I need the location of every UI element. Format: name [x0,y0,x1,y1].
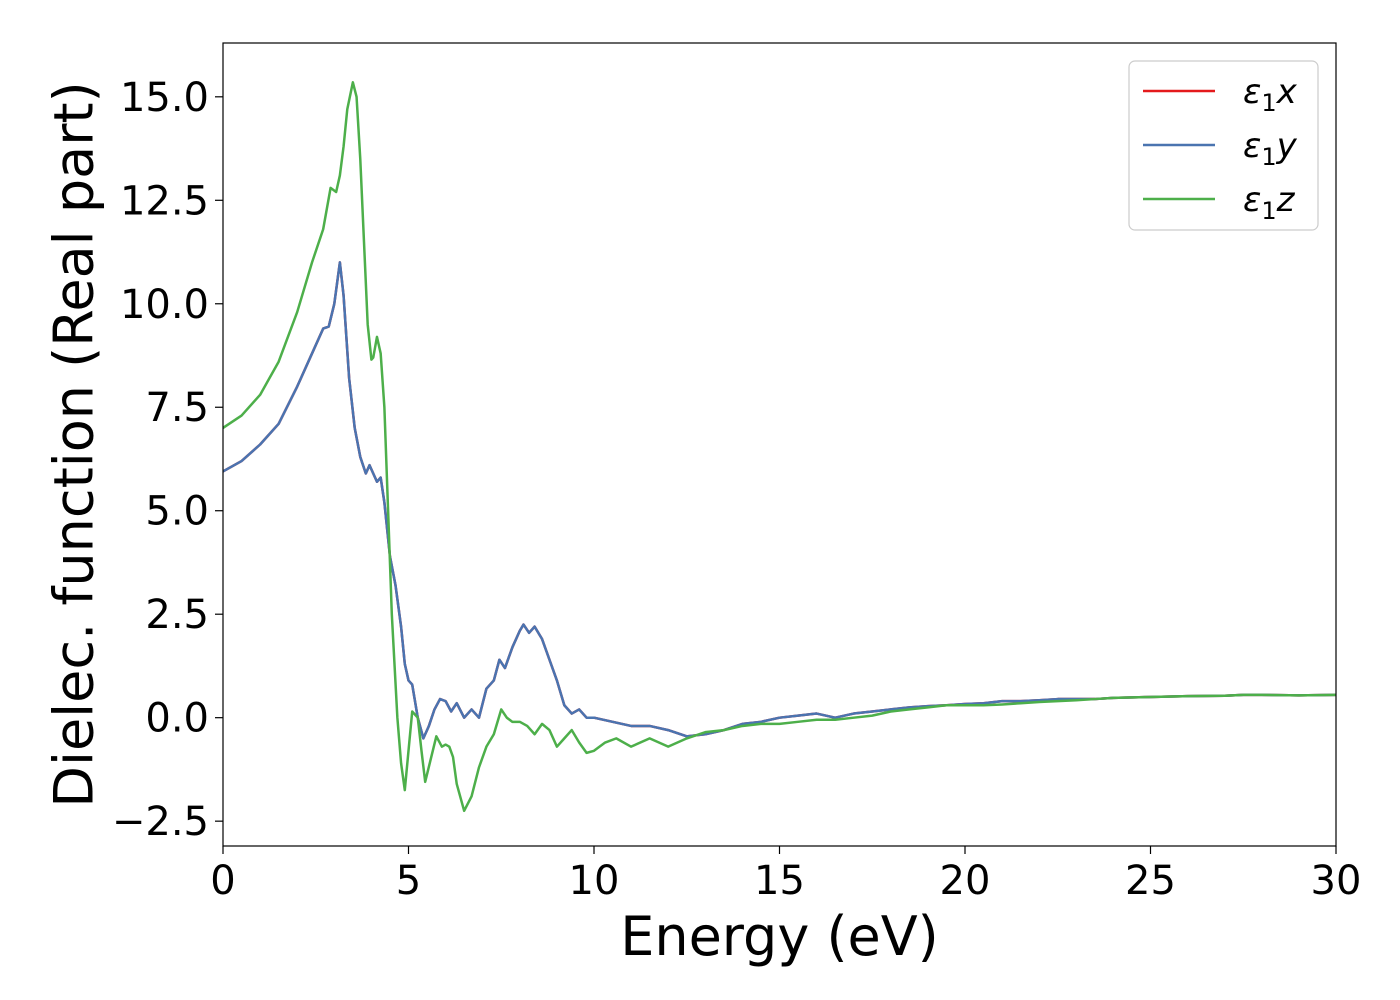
x-axis-ticks: 0 5 10 15 20 25 30 [210,846,1361,904]
series-lines [223,81,1336,813]
legend-label-x: ε1x [1243,72,1298,117]
x-tick-label: 5 [396,858,421,904]
y-tick-label: 7.5 [145,385,209,431]
y-tick-label: 12.5 [120,178,209,224]
x-tick-label: 20 [940,858,991,904]
y-tick-label: −2.5 [112,799,209,845]
y-tick-label: 15.0 [120,75,209,121]
x-tick-label: 0 [210,858,235,904]
y-tick-label: 10.0 [120,282,209,328]
legend: ε1x ε1y ε1z [1128,60,1319,231]
y-tick-label: 0.0 [145,696,209,742]
x-axis-label: Energy (eV) [620,905,939,968]
y-axis-ticks: −2.5 0.0 2.5 5.0 7.5 10.0 12.5 15.0 [112,75,223,845]
y-tick-label: 5.0 [145,489,209,535]
legend-label-z: ε1z [1243,180,1296,225]
series-line-z [223,81,1336,813]
x-tick-label: 15 [754,858,805,904]
legend-label-y: ε1y [1243,126,1298,171]
x-tick-label: 25 [1125,858,1176,904]
x-tick-label: 10 [569,858,620,904]
x-tick-label: 30 [1311,858,1362,904]
series-line-y [223,261,1336,740]
y-tick-label: 2.5 [145,592,209,638]
legend-box [1128,60,1319,231]
y-axis-label: Dielec. function (Real part) [43,81,106,807]
